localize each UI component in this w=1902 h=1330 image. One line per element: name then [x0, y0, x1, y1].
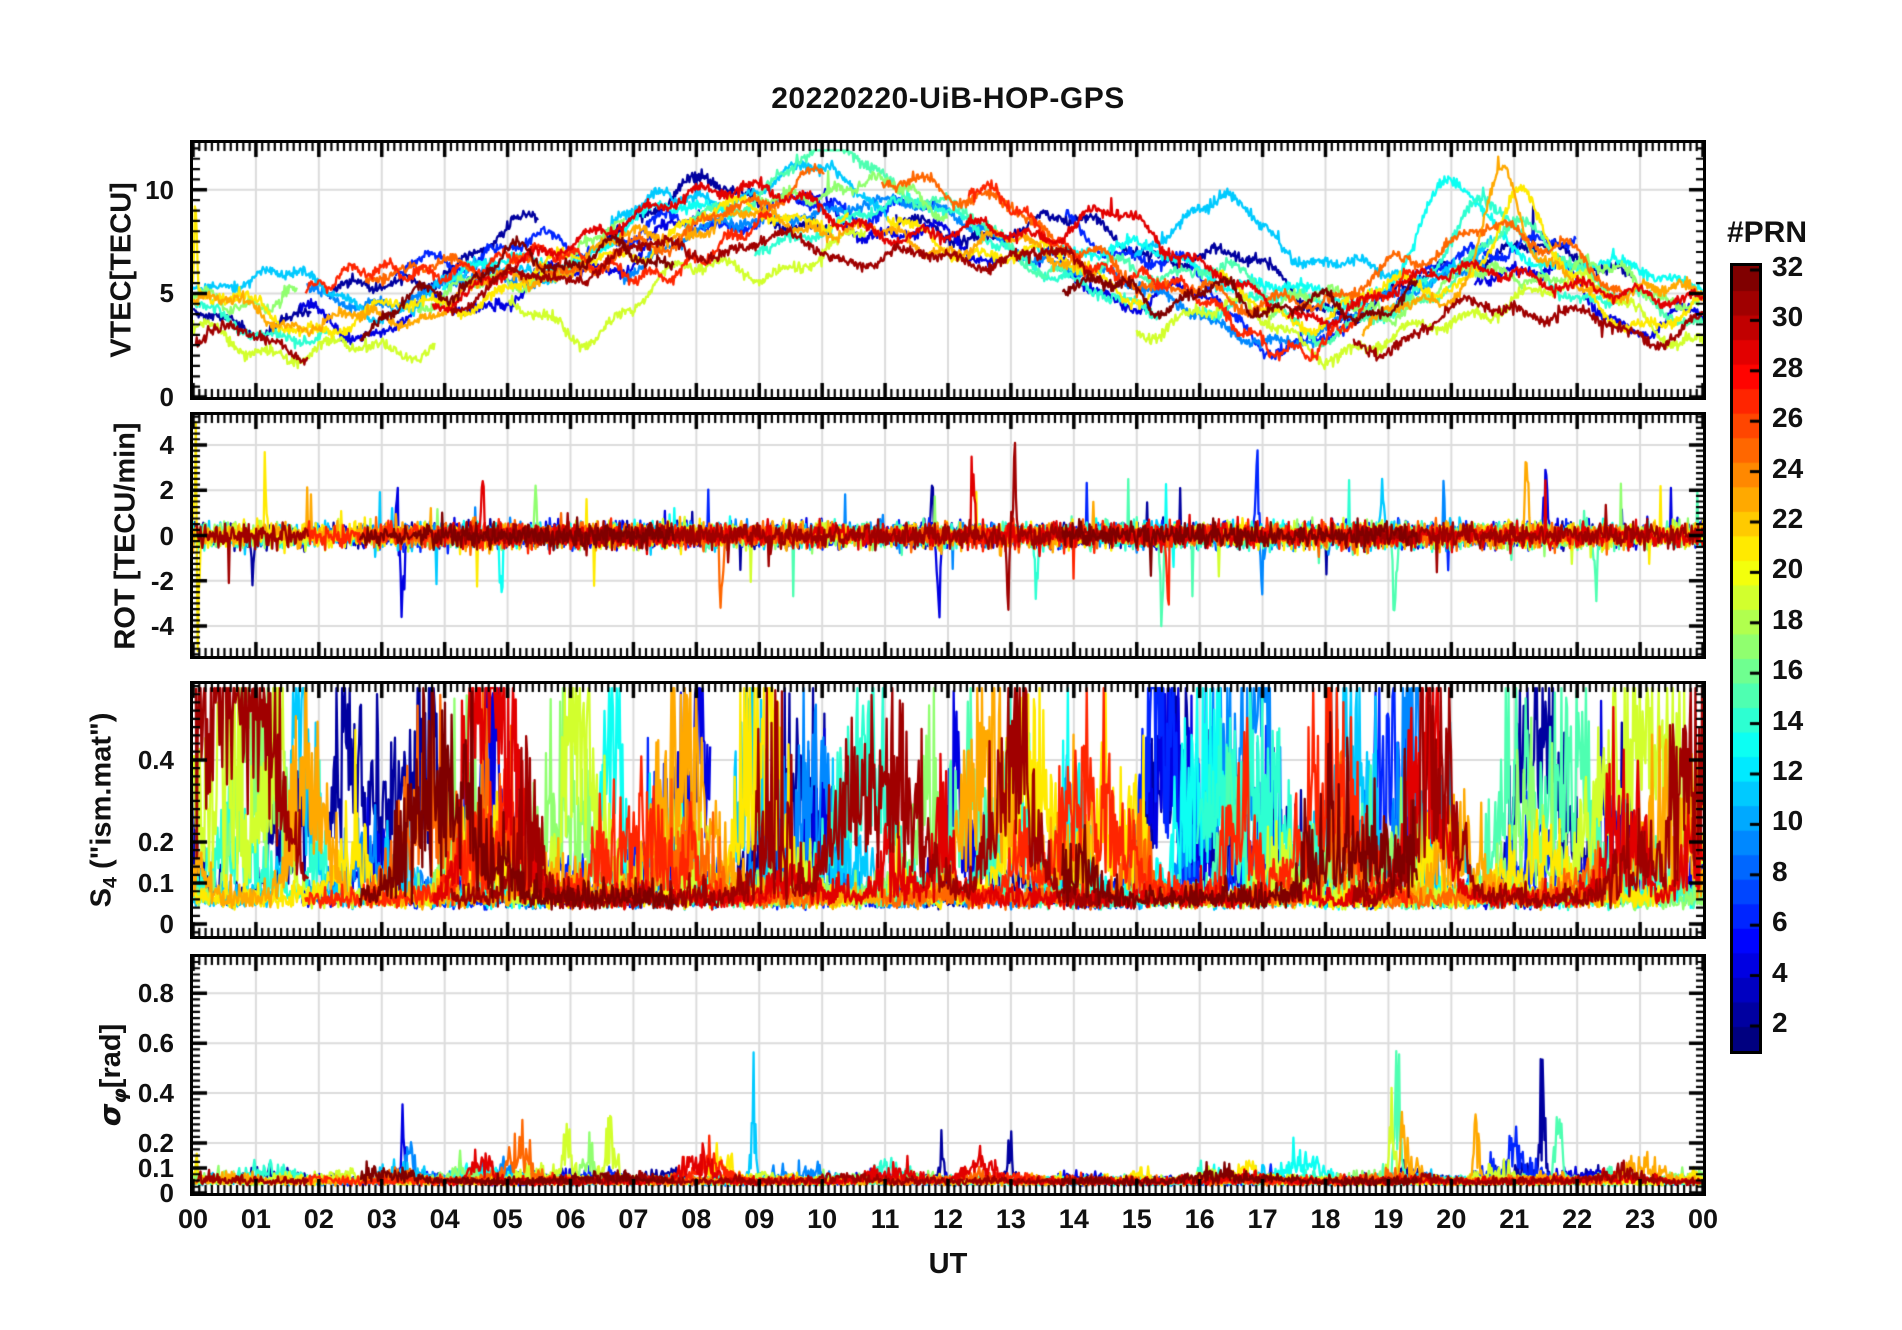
x-tick-label: 18 [1310, 1204, 1341, 1234]
colorbar-tick-label: 24 [1772, 452, 1804, 484]
y-tick-label: 4 [159, 429, 174, 460]
y-tick-labels-sigma-phi: 0 0.1 0.2 0.4 0.6 0.8 [0, 954, 180, 1208]
colorbar-tick-label: 6 [1772, 906, 1788, 938]
panel-rot [190, 412, 1706, 659]
x-tick-label: 19 [1373, 1204, 1404, 1234]
panel-sigma-phi [190, 954, 1706, 1196]
colorbar [1730, 263, 1762, 1054]
x-tick-label: 01 [240, 1204, 271, 1234]
y-tick-label: 0.8 [137, 978, 174, 1009]
chart-title: 20220220-UiB-HOP-GPS [771, 82, 1125, 115]
colorbar-tick-label: 10 [1772, 805, 1804, 837]
x-axis-title: UT [928, 1248, 968, 1280]
colorbar-tick-label: 4 [1772, 956, 1788, 988]
y-tick-label: 10 [145, 174, 174, 205]
y-tick-labels-s4: 0 0.1 0.2 0.4 [0, 681, 180, 939]
colorbar-tick-label: 30 [1772, 301, 1804, 333]
y-tick-label: 2 [159, 475, 174, 506]
colorbar-tick-label: 32 [1772, 251, 1804, 282]
x-tick-label: 11 [870, 1204, 900, 1234]
x-tick-labels: 00 01 02 03 04 05 06 07 08 09 10 11 12 13 14 15 16 17 18 19… [0, 1204, 1902, 1240]
colorbar-tick-label: 22 [1772, 503, 1804, 534]
x-tick-label: 22 [1562, 1204, 1593, 1234]
y-tick-label: 0.1 [137, 1153, 174, 1184]
colorbar-tick-label: 14 [1772, 704, 1804, 736]
x-tick-label: 05 [492, 1204, 523, 1234]
x-tick-label: 12 [932, 1204, 964, 1234]
x-tick-label: 02 [303, 1204, 334, 1234]
x-tick-label: 17 [1247, 1204, 1278, 1234]
colorbar-title: #PRN [1726, 216, 1808, 249]
panel-canvas-s4 [193, 684, 1703, 936]
panel-s4 [190, 681, 1706, 939]
x-tick-label: 04 [429, 1204, 460, 1234]
panel-canvas-sigma-phi [193, 957, 1703, 1193]
y-tick-label: 0 [159, 909, 174, 940]
x-tick-label: 14 [1058, 1204, 1089, 1234]
colorbar-tick-label: 20 [1772, 553, 1804, 585]
colorbar-tick-label: 12 [1772, 755, 1804, 786]
x-tick-label: 07 [618, 1204, 649, 1234]
panel-canvas-rot [193, 415, 1703, 656]
y-tick-label: -2 [150, 565, 174, 596]
y-tick-label: 0.2 [137, 827, 174, 857]
y-tick-label: 0 [159, 382, 174, 412]
x-tick-label: 00 [1687, 1204, 1719, 1234]
colorbar-tick-label: 26 [1772, 402, 1804, 434]
colorbar-tick-label: 28 [1772, 351, 1804, 383]
x-tick-label: 21 [1499, 1204, 1530, 1234]
colorbar-tick-label: 8 [1772, 855, 1788, 887]
colorbar-tick-label: 16 [1772, 654, 1804, 686]
x-tick-label: 00 [177, 1204, 209, 1234]
y-tick-label: 5 [159, 278, 174, 309]
x-tick-label: 15 [1121, 1204, 1152, 1234]
x-tick-label: 08 [681, 1204, 712, 1234]
y-tick-label: 0.6 [137, 1028, 174, 1059]
y-tick-labels-vtec: 0 5 10 [0, 140, 180, 412]
y-tick-label: 0 [159, 520, 174, 551]
y-tick-label: 0.2 [137, 1128, 174, 1159]
panel-vtec [190, 140, 1706, 400]
y-tick-label: 0 [159, 1178, 174, 1208]
panel-canvas-vtec [193, 143, 1703, 397]
y-tick-label: -4 [150, 611, 174, 642]
x-tick-label: 23 [1625, 1204, 1656, 1234]
x-tick-label: 16 [1184, 1204, 1215, 1234]
x-tick-label: 20 [1436, 1204, 1467, 1234]
x-tick-label: 09 [744, 1204, 775, 1234]
x-tick-label: 03 [366, 1204, 397, 1234]
y-tick-label: 0.4 [137, 744, 174, 775]
y-tick-label: 0.4 [137, 1078, 174, 1109]
y-tick-label: 0.1 [137, 868, 174, 899]
x-tick-label: 10 [807, 1204, 838, 1234]
colorbar-tick-label: 2 [1772, 1007, 1788, 1038]
x-tick-label: 13 [995, 1204, 1026, 1234]
y-tick-labels-rot: -4 -2 0 2 4 [0, 412, 180, 659]
colorbar-tick-label: 18 [1772, 603, 1804, 635]
x-tick-label: 06 [555, 1204, 586, 1234]
